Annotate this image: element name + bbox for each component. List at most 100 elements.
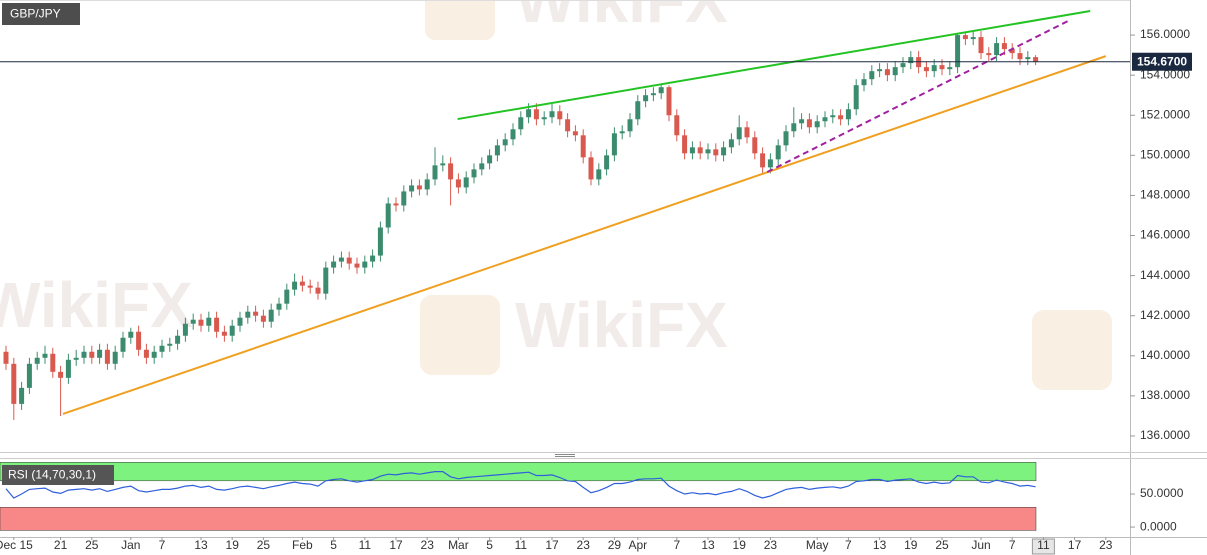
candle-body	[65, 359, 71, 378]
candle-body	[237, 317, 243, 326]
candle-body	[284, 289, 290, 304]
candle-body	[73, 357, 79, 360]
candle-body	[393, 203, 399, 206]
candle-body	[11, 363, 17, 404]
candle-body	[908, 57, 914, 64]
candle-body	[806, 119, 812, 128]
candle-body	[689, 147, 695, 154]
candle-body	[884, 69, 890, 76]
candle-body	[713, 149, 719, 156]
candle-body	[939, 65, 945, 70]
candle-body	[994, 43, 1000, 56]
candle-body	[728, 139, 734, 148]
last-price-box	[1132, 52, 1192, 71]
candle-body	[42, 353, 48, 358]
x-tick-label: 13	[873, 538, 887, 552]
candle-body	[1025, 57, 1031, 60]
candle-body	[81, 351, 87, 358]
candle-body	[104, 349, 110, 364]
candle-body	[721, 147, 727, 156]
candle-body	[619, 131, 625, 134]
x-tick-label: 11	[515, 538, 528, 552]
candle-body	[120, 337, 126, 352]
candle-body	[791, 123, 797, 132]
rsi-title: RSI (14,70,30,1)	[8, 468, 96, 482]
y-tick-label: 140.0000	[1140, 348, 1190, 362]
candle-body	[736, 127, 742, 140]
candle-body	[752, 137, 758, 154]
candle-body	[962, 35, 968, 40]
symbol: GBP/JPY	[10, 7, 61, 21]
candle-body	[970, 37, 976, 40]
candle-body	[167, 343, 173, 346]
candle-body	[783, 131, 789, 146]
candle-body	[1001, 43, 1007, 50]
candle-body	[588, 157, 594, 180]
candle-body	[627, 119, 633, 132]
candle-body	[580, 135, 586, 158]
candle-body	[455, 179, 461, 188]
x-tick-label: Dec 15	[0, 538, 33, 552]
candle-body	[471, 169, 477, 178]
y-tick-label: 136.0000	[1140, 428, 1190, 442]
trendline	[457, 10, 1091, 121]
y-tick-label: 146.0000	[1140, 228, 1190, 242]
x-tick-label: 19	[904, 538, 918, 552]
trendline	[62, 55, 1107, 415]
candle-body	[955, 35, 961, 68]
x-tick-label: 19	[733, 538, 747, 552]
candle-body	[34, 357, 40, 364]
x-tick-label: Mar	[448, 538, 469, 552]
candle-body	[526, 109, 532, 118]
candle-body	[409, 185, 415, 192]
watermark: WikiFX	[515, 0, 728, 36]
candle-body	[947, 67, 953, 70]
x-tick-label: 25	[935, 538, 949, 552]
rsi-band	[0, 507, 1037, 531]
candle-body	[697, 147, 703, 154]
candle-body	[658, 87, 664, 94]
symbol-box	[2, 3, 80, 25]
candle-body	[97, 349, 103, 358]
y-tick-label: 152.0000	[1140, 107, 1190, 121]
candle-body	[401, 191, 407, 206]
candle-body	[986, 53, 992, 56]
pane-handle[interactable]	[555, 454, 575, 457]
candle-body	[362, 261, 368, 268]
candle-body	[299, 281, 305, 286]
candle-body	[26, 363, 32, 388]
candle-body	[175, 335, 181, 344]
candle-body	[533, 109, 539, 120]
candle-body	[1033, 57, 1039, 62]
candle-body	[510, 129, 516, 140]
candle-body	[424, 179, 430, 190]
candle-body	[206, 317, 212, 326]
candle-body	[463, 177, 469, 188]
y-tick-label: 50.0000	[1140, 486, 1184, 500]
x-tick-label: 21	[54, 538, 68, 552]
candle-body	[596, 169, 602, 180]
candle-body	[190, 319, 196, 324]
candle-body	[853, 85, 859, 110]
candle-body	[541, 117, 547, 120]
candle-body	[58, 371, 64, 378]
candle-body	[229, 325, 235, 336]
watermark: WikiFX	[515, 289, 728, 361]
candle-body	[494, 145, 500, 156]
candle-body	[931, 65, 937, 72]
candle-body	[292, 281, 298, 290]
x-tick-label: Feb	[292, 538, 313, 552]
x-tick-label: 5	[486, 538, 493, 552]
y-tick-label: 0.0000	[1140, 519, 1177, 533]
candle-body	[767, 159, 773, 168]
last-price-label: 154.6700	[1137, 54, 1187, 68]
trendline	[766, 19, 1071, 173]
candle-body	[260, 315, 266, 322]
candle-body	[346, 257, 352, 264]
x-tick-label: 23	[577, 538, 591, 552]
candle-body	[611, 133, 617, 156]
x-tick-label: 29	[608, 538, 622, 552]
candle-body	[245, 311, 251, 318]
y-tick-label: 138.0000	[1140, 388, 1190, 402]
